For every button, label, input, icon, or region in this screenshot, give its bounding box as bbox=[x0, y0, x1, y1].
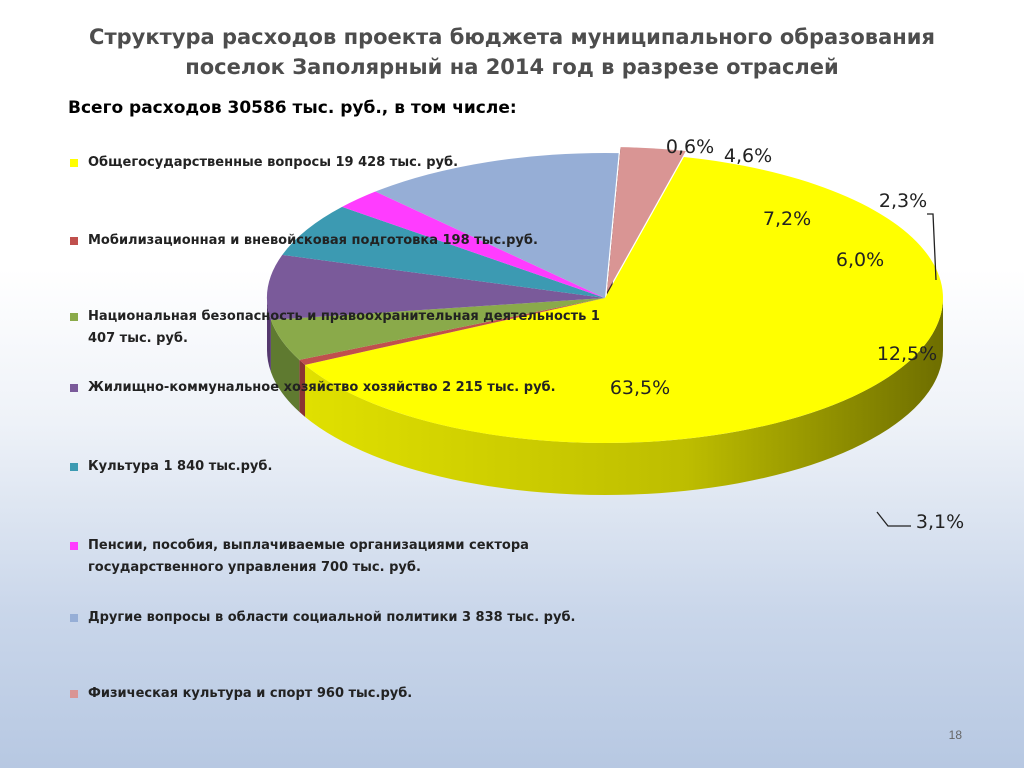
legend-swatch bbox=[70, 313, 78, 321]
pct-label-5: 2,3% bbox=[879, 190, 927, 212]
pct-label-3: 7,2% bbox=[763, 208, 811, 230]
legend-label: Пенсии, пособия, выплачиваемые организац… bbox=[88, 538, 529, 575]
legend-swatch bbox=[70, 159, 78, 167]
slice-side-0 bbox=[305, 298, 943, 495]
slice-6 bbox=[375, 153, 619, 298]
legend-label: Мобилизационная и вневойсковая подготовк… bbox=[88, 233, 538, 248]
pct-label-2: 4,6% bbox=[724, 145, 772, 167]
legend-swatch bbox=[70, 614, 78, 622]
slice-2 bbox=[270, 298, 605, 360]
leader-lines bbox=[876, 213, 937, 527]
slice-0 bbox=[305, 157, 944, 444]
leader-line-pensions bbox=[927, 213, 937, 281]
slice-3 bbox=[267, 254, 605, 320]
pct-label-6: 12,5% bbox=[877, 343, 937, 365]
legend-swatch bbox=[70, 384, 78, 392]
slice-7 bbox=[606, 147, 686, 293]
slice-side-1 bbox=[299, 359, 306, 417]
legend-swatch bbox=[70, 237, 78, 245]
legend-swatch bbox=[70, 690, 78, 698]
slice-side-2 bbox=[270, 319, 300, 412]
slice-1 bbox=[299, 298, 605, 365]
slide-title: Структура расходов проекта бюджета муниц… bbox=[89, 25, 935, 79]
legend-label: Другие вопросы в области социальной поли… bbox=[88, 610, 576, 625]
legend-label: Физическая культура и спорт 960 тыс.руб. bbox=[88, 686, 413, 701]
slice-5 bbox=[342, 191, 605, 298]
pct-label-1: 0,6% bbox=[666, 136, 714, 158]
total-expenses-label: Всего расходов 30586 тыс. руб., в том чи… bbox=[68, 98, 517, 118]
legend-swatch bbox=[70, 463, 78, 471]
slice-side-3 bbox=[267, 298, 271, 372]
legend-label: Общегосударственные вопросы 19 428 тыс. … bbox=[88, 155, 459, 170]
pct-label-4: 6,0% bbox=[836, 249, 884, 271]
slice-4 bbox=[282, 206, 605, 298]
leader-line-sport bbox=[876, 511, 911, 527]
pct-labels: 63,5% 0,6% 4,6% 7,2% 6,0% 2,3% 12,5% 3,1% bbox=[610, 136, 964, 533]
legend-label: Культура 1 840 тыс.руб. bbox=[88, 459, 273, 474]
legend-swatch bbox=[70, 542, 78, 550]
legend-label: Национальная безопасность и правоохранит… bbox=[88, 309, 600, 346]
page-number: 18 bbox=[948, 728, 962, 742]
pct-label-7: 3,1% bbox=[916, 511, 964, 533]
pct-label-0: 63,5% bbox=[610, 377, 670, 399]
pie-top-faces bbox=[267, 147, 944, 444]
legend-label: Жилищно-коммунальное хозяйство хозяйство… bbox=[88, 380, 556, 395]
